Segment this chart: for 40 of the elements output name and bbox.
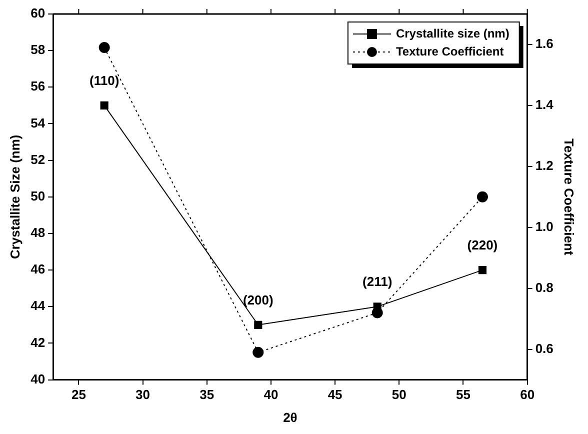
x-tick-label: 30 [136,387,150,402]
y-tick-label: 44 [30,298,46,314]
point [476,191,488,202]
x-tick-label: 25 [71,387,86,402]
annotation: (220) [467,238,498,253]
x-tick-label: 35 [200,387,214,402]
y2-tick-label: 0.8 [535,280,554,295]
annotation: (211) [362,274,392,290]
x-tick-label: 45 [328,387,342,402]
legend-label: Crystallite size (nm) [396,26,510,40]
y2-tick-label: 1.0 [535,218,554,234]
point [478,266,486,274]
point [254,320,262,329]
annotation: (200) [242,292,274,308]
annotation: (110) [90,73,120,88]
y-tick-label: 40 [30,371,46,386]
y-tick-label: 42 [30,334,46,350]
x-tick-label: 55 [456,387,470,402]
y-axis-title: Crystallite Size (nm) [7,134,22,260]
y-tick-label: 50 [30,188,46,204]
y-tick-label: 58 [30,42,46,58]
legend-label: Texture Coefficient [396,44,504,58]
point [252,346,264,358]
y2-tick-label: 1.6 [535,36,554,52]
y-tick-label: 46 [30,262,46,277]
y-tick-label: 48 [30,225,46,240]
x-tick-label: 50 [392,387,406,402]
x-tick-label: 60 [520,387,535,402]
y-tick-label: 52 [30,152,46,167]
y2-tick-label: 1.4 [535,97,554,112]
x-tick-label: 40 [264,387,278,402]
y-tick-label: 54 [30,115,46,130]
y2-tick-label: 1.2 [535,158,554,173]
y2-tick-label: 0.6 [535,340,554,356]
y-tick-label: 60 [30,6,46,21]
y2-axis-title: Texture Coefficient [562,138,577,256]
point [100,101,108,110]
y-tick-label: 56 [30,78,46,94]
x-axis-title: 2θ [283,410,298,425]
point [98,42,110,54]
